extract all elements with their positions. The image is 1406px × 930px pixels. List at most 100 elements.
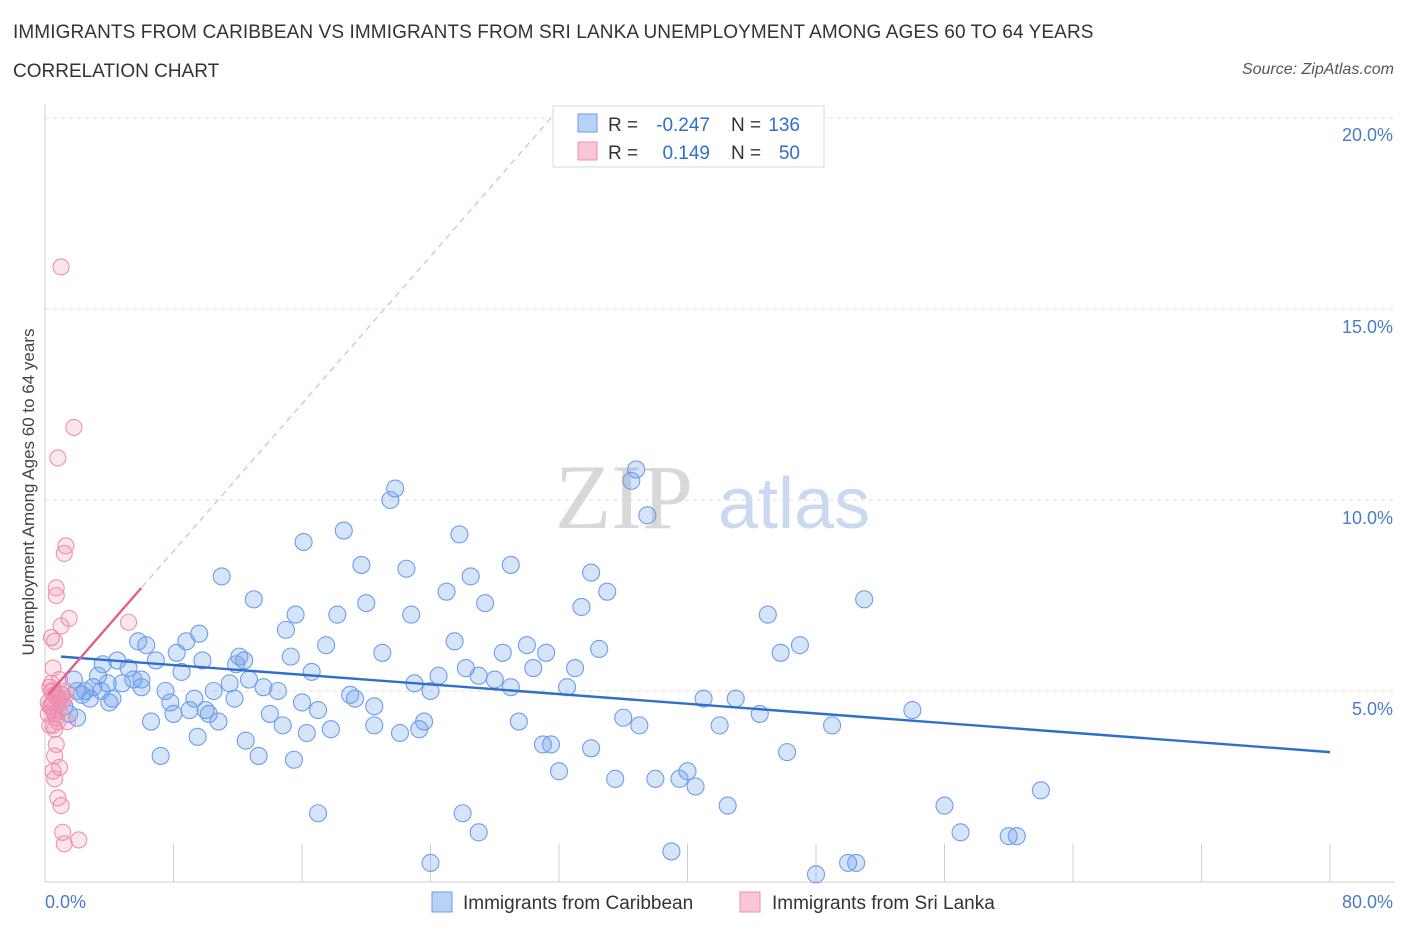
caribbean-point (501, 555, 520, 574)
caribbean-point (718, 796, 737, 815)
sri-lanka-trend-line (47, 587, 143, 696)
caribbean-point (598, 582, 617, 601)
caribbean-point (352, 555, 371, 574)
series-legend-swatch-sri-lanka (739, 891, 761, 913)
caribbean-point (614, 708, 633, 727)
legend-r-label-sri-lanka: R = (608, 143, 638, 164)
caribbean-point (590, 639, 609, 659)
caribbean-point (469, 666, 488, 685)
legend-swatch-caribbean (577, 113, 598, 133)
caribbean-point (823, 716, 842, 735)
caribbean-point (236, 731, 255, 750)
source-note: Source: ZipAtlas.com (1241, 61, 1394, 78)
caribbean-point (461, 567, 480, 586)
sri-lanka-point (52, 797, 70, 815)
chart-title: IMMIGRANTS FROM CARIBBEAN VS IMMIGRANTS … (13, 22, 1094, 43)
caribbean-point (622, 471, 641, 490)
caribbean-point (485, 670, 504, 689)
caribbean-point (421, 681, 440, 701)
caribbean-point (415, 712, 434, 731)
caribbean-point (476, 594, 495, 613)
sri-lanka-point (49, 449, 67, 467)
caribbean-point (517, 636, 536, 655)
caribbean-point (276, 620, 295, 639)
caribbean-point (450, 525, 469, 544)
caribbean-point (437, 582, 456, 601)
sri-lanka-point (119, 613, 138, 631)
axes (44, 104, 1395, 883)
y-tick-label-20: 20.0% (1342, 125, 1393, 145)
caribbean-point (146, 651, 165, 670)
caribbean-point (903, 701, 922, 720)
caribbean-point (390, 723, 410, 743)
sri-lanka-point (55, 835, 73, 853)
caribbean-point (185, 689, 204, 708)
legend-n-value-caribbean: 136 (768, 115, 800, 136)
caribbean-point (935, 796, 954, 815)
caribbean-point (694, 689, 713, 708)
sri-lanka-point (57, 682, 75, 700)
sri-lanka-point (46, 770, 64, 788)
caribbean-point (297, 723, 316, 743)
caribbean-point (225, 689, 244, 708)
caribbean-point (209, 712, 228, 731)
caribbean-point (334, 521, 353, 540)
caribbean-point (606, 769, 625, 788)
y-tick-label-5: 5.0% (1352, 699, 1393, 719)
caribbean-point (193, 651, 212, 670)
legend-r-value-caribbean: -0.247 (656, 115, 710, 136)
sri-lanka-point (52, 617, 70, 635)
caribbean-point (244, 590, 263, 609)
caribbean-point (678, 762, 697, 781)
sri-lanka-point (47, 586, 65, 605)
caribbean-point (686, 777, 705, 796)
caribbean-point (638, 506, 657, 525)
caribbean-point (309, 701, 328, 720)
caribbean-point (161, 693, 180, 712)
y-axis-label: Unemployment Among Ages 60 to 64 years (19, 329, 38, 656)
sri-lanka-point (70, 831, 88, 849)
legend-r-value-sri-lanka: 0.149 (662, 143, 710, 164)
caribbean-point (386, 479, 405, 498)
caribbean-point (88, 666, 108, 685)
caribbean-point (137, 636, 156, 655)
series-legend-swatch-caribbean (431, 891, 453, 913)
caribbean-point (790, 636, 809, 655)
caribbean-point (365, 716, 384, 735)
caribbean-point (549, 762, 569, 781)
caribbean-point (268, 681, 287, 701)
sri-lanka-point (46, 720, 64, 738)
caribbean-point (566, 659, 585, 678)
caribbean-point (119, 659, 138, 678)
caribbean-point (294, 532, 313, 552)
caribbean-trend-line (60, 655, 1331, 754)
caribbean-point (292, 693, 312, 712)
sri-lanka-point (52, 258, 70, 276)
caribbean-point (302, 662, 321, 681)
series-legend-label-caribbean: Immigrants from Caribbean (463, 893, 693, 914)
series-legend-label-sri-lanka: Immigrants from Sri Lanka (772, 893, 995, 914)
caribbean-point (164, 704, 183, 723)
caribbean-point (509, 712, 528, 731)
caribbean-point (453, 804, 472, 823)
caribbean-point (758, 605, 777, 624)
caribbean-point (188, 727, 207, 746)
caribbean-point (445, 632, 464, 651)
trend-lines (47, 587, 1331, 754)
caribbean-point (345, 689, 365, 708)
legend-r-label-caribbean: R = (608, 115, 638, 136)
caribbean-point (582, 739, 601, 758)
caribbean-point (771, 643, 790, 662)
caribbean-point (397, 559, 416, 578)
caribbean-points (52, 460, 1050, 884)
caribbean-point (365, 697, 384, 716)
caribbean-point (951, 823, 970, 842)
correlation-legend-frame (552, 105, 825, 168)
caribbean-point (284, 750, 304, 769)
caribbean-point (281, 647, 300, 666)
sri-lanka-points (39, 258, 138, 853)
legend-swatch-sri-lanka (577, 141, 598, 161)
caribbean-point (321, 720, 340, 739)
caribbean-point (646, 769, 665, 788)
